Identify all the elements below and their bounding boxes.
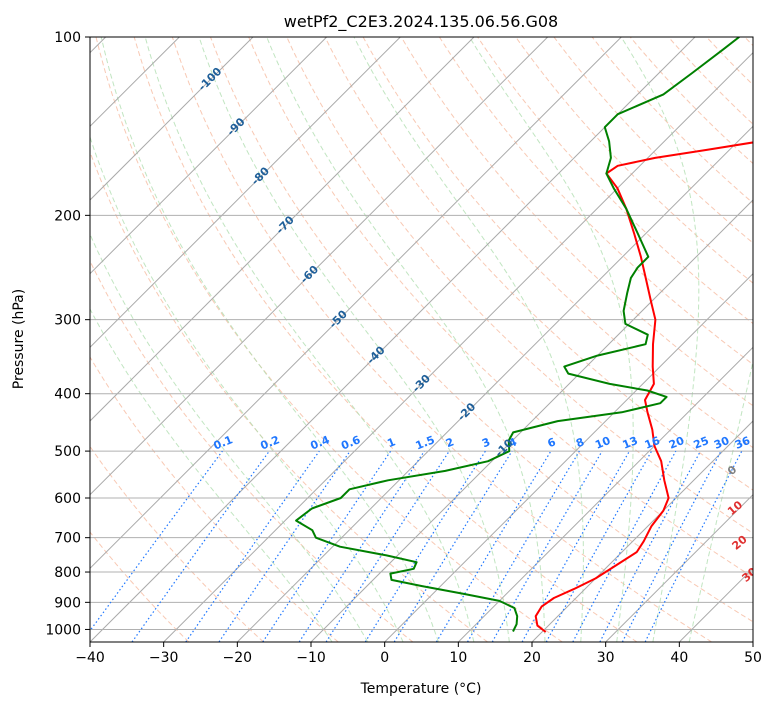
y-tick-label: 900 xyxy=(54,595,81,611)
moist-adiabat-line xyxy=(90,308,333,642)
dry-adiabat-line xyxy=(90,531,190,642)
moist-adiabat-line xyxy=(90,135,404,642)
x-tick-label: 10 xyxy=(449,650,467,666)
dry-adiabat-line xyxy=(90,445,264,642)
isotherm-line xyxy=(90,37,475,422)
mixing-ratio-label: 3 xyxy=(480,435,492,450)
isotherm-line xyxy=(384,272,753,642)
moist-adiabat-line xyxy=(144,37,475,642)
y-tick-label: 800 xyxy=(54,565,81,581)
x-tick-label: −10 xyxy=(296,650,326,666)
moist-adiabat-line xyxy=(353,37,584,642)
x-tick-label: 40 xyxy=(670,650,688,666)
moist-adiabat-line xyxy=(620,37,700,642)
y-tick-label: 500 xyxy=(54,444,81,460)
chart-title: wetPf2_C2E3.2024.135.06.56.G08 xyxy=(284,12,558,32)
x-tick-label: 20 xyxy=(523,650,541,666)
y-tick-label: 400 xyxy=(54,387,81,403)
x-tick-label: −20 xyxy=(223,650,253,666)
isotherm-line xyxy=(163,51,753,642)
x-tick-label: −30 xyxy=(149,650,179,666)
moist-adiabat-line xyxy=(688,358,753,642)
x-tick-label: 30 xyxy=(597,650,615,666)
mixing-ratio-label: 36 xyxy=(733,434,752,452)
mixing-ratio-line xyxy=(90,450,223,632)
mixing-ratio-line xyxy=(262,450,392,642)
isotherm-line xyxy=(457,346,753,642)
isotherm-line xyxy=(236,125,753,642)
mixing-ratio-line xyxy=(131,450,270,642)
moist-adiabat-line xyxy=(266,37,546,642)
dry-adiabat-line xyxy=(248,37,753,578)
dry-adiabat-line xyxy=(95,37,563,642)
pressure-gridlines xyxy=(90,37,753,630)
isotherm-line xyxy=(90,37,549,496)
mixing-ratio-label: 8 xyxy=(574,435,586,450)
mixing-ratio-line xyxy=(572,450,677,642)
dry-adiabat-line xyxy=(90,150,488,642)
mixing-ratio-label: 13 xyxy=(621,434,640,452)
mixing-ratio-label: 25 xyxy=(692,434,711,452)
isotherm-line xyxy=(90,37,696,642)
mixing-ratio-line xyxy=(545,450,653,642)
dry-adiabat-line xyxy=(90,356,339,642)
mixing-ratio-label: 30 xyxy=(712,434,731,452)
moist-adiabat-line xyxy=(90,232,369,642)
y-tick-label: 1000 xyxy=(45,622,81,638)
mixing-ratio-lines xyxy=(90,450,743,642)
dry-adiabat-line xyxy=(400,37,753,407)
isotherm-line xyxy=(90,37,401,349)
x-tick-label: −40 xyxy=(75,650,105,666)
y-axis-ticks: 1000 900 800 700 600 500 400 300 200 100 xyxy=(45,30,90,638)
isotherm-line xyxy=(310,199,753,642)
moist-adiabat-line xyxy=(198,37,510,642)
plot-frame xyxy=(89,36,754,643)
profile-line xyxy=(534,141,753,633)
isotherm-line xyxy=(531,420,753,642)
profile-line xyxy=(295,37,740,632)
x-axis-ticks: −40 −30 −20 −10 0 10 20 30 40 50 xyxy=(75,642,762,666)
mixing-ratio-line xyxy=(393,450,513,642)
mixing-ratio-label: 1 xyxy=(385,435,397,450)
y-tick-label: 300 xyxy=(54,313,81,329)
mixing-ratio-line xyxy=(325,450,450,642)
mixing-ratio-label: 10 xyxy=(593,434,612,452)
profile-lines xyxy=(295,37,753,633)
mixing-ratio-line xyxy=(298,450,425,642)
y-tick-label: 100 xyxy=(54,30,81,46)
isotherm-line xyxy=(90,37,254,201)
dry-adiabat-line xyxy=(324,37,753,491)
dry-adiabat-line xyxy=(438,37,753,366)
y-axis-label: Pressure (hPa) xyxy=(11,289,27,389)
mixing-ratio-line xyxy=(185,450,320,642)
y-tick-label: 700 xyxy=(54,531,81,547)
mixing-ratio-line xyxy=(218,450,351,642)
mixing-ratio-label: 16 xyxy=(643,434,662,452)
mixing-ratio-line xyxy=(521,450,631,642)
mixing-ratio-line xyxy=(644,450,743,642)
x-tick-label: 0 xyxy=(380,650,389,666)
isotherm-lines xyxy=(90,37,753,642)
y-tick-label: 200 xyxy=(54,208,81,224)
moist-adiabat-line xyxy=(100,37,439,642)
mixing-ratio-label: 20 xyxy=(667,434,686,452)
dry-adiabat-line xyxy=(171,37,712,642)
y-tick-label: 600 xyxy=(54,491,81,507)
x-tick-label: 50 xyxy=(744,650,762,666)
x-axis-label: Temperature (°C) xyxy=(360,681,482,697)
dry-adiabat-line xyxy=(133,37,638,642)
isotherm-line xyxy=(605,493,753,642)
mixing-ratio-label: 2 xyxy=(444,435,456,450)
dry-adiabat-line xyxy=(515,37,753,284)
dry-adiabat-line xyxy=(210,37,753,623)
isotherm-line xyxy=(90,37,622,570)
isotherm-line xyxy=(90,37,328,275)
